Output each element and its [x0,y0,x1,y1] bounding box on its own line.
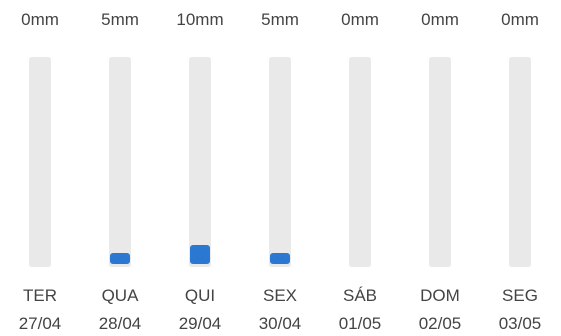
weekday-label: DOM [420,286,460,305]
weekday-label: QUI [184,286,216,305]
date-label: 30/04 [258,314,302,333]
rain-amount: 5mm [261,10,299,29]
weekday-label: SEX [262,286,298,305]
weekday-label: QUA [101,286,139,305]
rain-bar-track [269,57,291,267]
date-label: 27/04 [18,314,62,333]
date-label: 02/05 [418,314,462,333]
date-label: 29/04 [178,314,222,333]
forecast-day-fri: 5mm SEX 30/04 [240,0,320,336]
rain-bar-track [189,57,211,267]
rain-bar-track [29,57,51,267]
weekday-label: SEG [502,286,538,305]
rain-bar-fill [110,253,130,264]
forecast-day-tue: 0mm TER 27/04 [0,0,80,336]
rain-bar-track [349,57,371,267]
date-label: 28/04 [98,314,142,333]
rain-bar-fill [270,253,290,264]
rain-amount: 0mm [341,10,379,29]
weekday-label: TER [23,286,57,305]
rain-bar-track [429,57,451,267]
forecast-day-sun: 0mm DOM 02/05 [400,0,480,336]
rain-amount: 0mm [21,10,59,29]
forecast-day-thu: 10mm QUI 29/04 [160,0,240,336]
rain-amount: 10mm [176,10,224,29]
rain-bar-track [109,57,131,267]
rain-bar-fill [190,245,210,264]
date-label: 01/05 [338,314,382,333]
forecast-day-sat: 0mm SÁB 01/05 [320,0,400,336]
rain-amount: 0mm [501,10,539,29]
rain-amount: 5mm [101,10,139,29]
forecast-day-wed: 5mm QUA 28/04 [80,0,160,336]
forecast-day-mon: 0mm SEG 03/05 [480,0,560,336]
date-label: 03/05 [498,314,542,333]
rain-amount: 0mm [421,10,459,29]
rain-bar-track [509,57,531,267]
weekday-label: SÁB [342,286,378,305]
